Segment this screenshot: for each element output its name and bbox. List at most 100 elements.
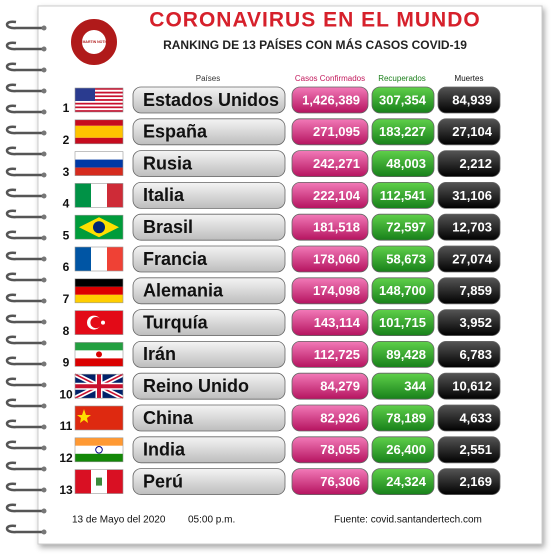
- rank: 10: [59, 387, 73, 401]
- flag-stripe: [75, 99, 123, 101]
- confirmed-pill: [291, 468, 369, 496]
- hole: [41, 214, 47, 220]
- flag-stripe: [75, 89, 123, 92]
- flag-stripe: [75, 125, 123, 138]
- flag-stripe: [75, 93, 123, 96]
- deaths-value: 2,169: [459, 474, 492, 489]
- flag: [74, 469, 124, 494]
- hole: [41, 319, 47, 325]
- flag-stripe: [75, 108, 123, 111]
- deaths-value: 3,952: [459, 315, 492, 330]
- flag: [74, 87, 124, 113]
- recovered-pill: [371, 86, 435, 114]
- recovered-pill: [371, 245, 435, 273]
- flag-cross-red: [75, 374, 123, 399]
- table-row: 6 Francia 178,060 58,673 27,074: [63, 245, 501, 274]
- table-row: 10 Reino Unido 84,279 344 10,612: [59, 371, 501, 401]
- confirmed-pill: [291, 340, 369, 368]
- confirmed-value: 178,060: [313, 251, 360, 266]
- ring: [5, 503, 44, 513]
- table-row: 1 Estados Unidos 1,426,389 307,354 84,939: [63, 86, 501, 115]
- flag-border: [74, 214, 124, 240]
- column-header: Países: [196, 74, 220, 83]
- hole: [41, 382, 47, 388]
- hole: [41, 298, 47, 304]
- hole: [41, 361, 47, 367]
- deaths-pill: [437, 309, 501, 337]
- confirmed-value: 82,926: [320, 410, 360, 425]
- ring: [5, 335, 44, 345]
- country-pill: [132, 436, 286, 464]
- rank: 6: [63, 260, 70, 274]
- ring: [5, 104, 44, 114]
- country-value: Irán: [143, 344, 176, 364]
- confirmed-pill: [291, 86, 369, 114]
- hole: [41, 88, 47, 94]
- recovered-pill: [371, 404, 435, 432]
- hole: [41, 193, 47, 199]
- recovered-pill: [371, 213, 435, 241]
- ring: [5, 356, 44, 366]
- recovered-value: 148,700: [379, 283, 426, 298]
- rank: 13: [59, 483, 73, 497]
- hole: [41, 445, 47, 451]
- ring: [5, 146, 44, 156]
- recovered-pill: [371, 436, 435, 464]
- date: 13 de Mayo del 2020: [72, 515, 166, 526]
- flag-stripe: [75, 294, 123, 303]
- flag-emblem: [96, 351, 102, 358]
- recovered-value: 48,003: [386, 156, 426, 171]
- recovered-value: 24,324: [386, 474, 427, 489]
- flag-stripe: [75, 104, 123, 107]
- flag-stripe: [75, 95, 123, 98]
- flag-border: [74, 183, 124, 208]
- deaths-pill: [437, 340, 501, 368]
- deaths-value: 84,939: [452, 92, 492, 107]
- flag-border: [74, 373, 124, 399]
- flag-border: [74, 151, 124, 176]
- ring: [5, 41, 44, 51]
- country-pill: [132, 372, 286, 400]
- recovered-value: 72,597: [386, 220, 426, 235]
- country-value: Brasil: [143, 217, 193, 237]
- ring: [5, 482, 44, 492]
- deaths-value: 4,633: [459, 410, 492, 425]
- ring: [5, 314, 44, 324]
- flag-stripe: [75, 247, 91, 271]
- ring: [5, 251, 44, 261]
- flag-stripe: [75, 469, 91, 494]
- ring: [5, 461, 44, 471]
- flag-stripe: [75, 100, 123, 103]
- country-pill: [132, 86, 286, 114]
- deaths-pill: [437, 245, 501, 273]
- flag: [74, 437, 124, 463]
- column-header: Recuperados: [378, 74, 426, 83]
- flag-star: [101, 320, 105, 325]
- country-pill: [132, 118, 286, 146]
- flag-stripe: [75, 342, 123, 351]
- table-row: 12 India 78,055 26,400 2,551: [59, 436, 501, 465]
- hole: [41, 109, 47, 115]
- flag-stripe: [75, 110, 123, 112]
- flag-border: [74, 342, 124, 367]
- flag-canton: [75, 88, 95, 101]
- flag-stripe: [75, 137, 123, 144]
- ring: [5, 188, 44, 198]
- flag-circle: [93, 221, 105, 234]
- confirmed-value: 222,104: [313, 188, 361, 203]
- ring: [5, 62, 44, 72]
- flag-border: [74, 405, 124, 431]
- confirmed-value: 242,271: [313, 156, 360, 171]
- flag-stripe: [91, 183, 107, 208]
- recovered-value: 26,400: [386, 442, 426, 457]
- flag-stripe: [75, 358, 123, 367]
- recovered-value: 101,715: [379, 315, 426, 330]
- country-value: Italia: [143, 185, 185, 205]
- rank: 11: [60, 419, 73, 433]
- flag-border: [74, 469, 124, 494]
- table-row: 5 Brasil 181,518 72,597 12,703: [63, 213, 501, 242]
- confirmed-pill: [291, 213, 369, 241]
- flag-stripe: [107, 469, 123, 494]
